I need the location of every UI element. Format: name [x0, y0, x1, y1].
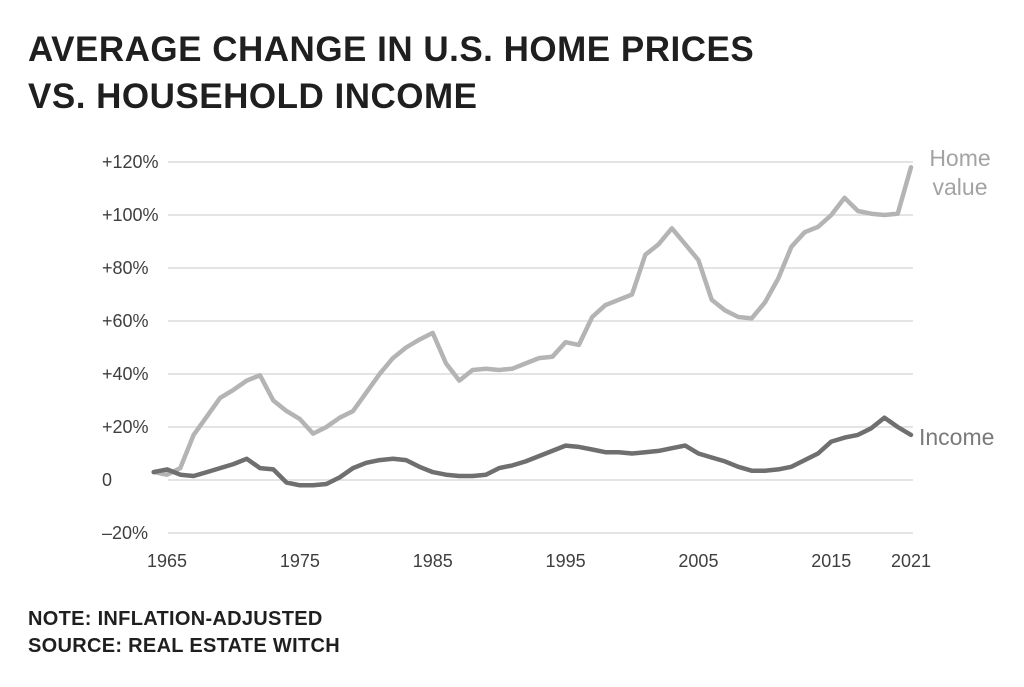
legend-home-value-line1: Home: [929, 145, 991, 171]
chart-title-line1: AVERAGE CHANGE IN U.S. HOME PRICES: [28, 30, 755, 69]
chart-title-line2: VS. HOUSEHOLD INCOME: [28, 77, 478, 116]
x-tick-label: 1965: [146, 551, 188, 571]
note-line: NOTE: INFLATION-ADJUSTED: [28, 608, 323, 630]
legend-income-label: Income: [919, 424, 995, 450]
y-tick-label: +40%: [102, 364, 149, 384]
chart-title: AVERAGE CHANGE IN U.S. HOME PRICES VS. H…: [28, 26, 754, 120]
home-value-line: [151, 165, 914, 477]
legend-home-value-line2: value: [932, 174, 988, 200]
x-tick-label: 1975: [279, 551, 320, 571]
x-tick-label: 2005: [678, 551, 719, 571]
y-tick-label: +120%: [102, 152, 159, 172]
y-tick-label: –20%: [102, 523, 149, 543]
gridlines: [168, 161, 913, 534]
x-tick-label: 1995: [545, 551, 586, 571]
y-tick-label: +20%: [102, 417, 149, 437]
y-tick-label: +60%: [102, 311, 149, 331]
source-line: SOURCE: REAL ESTATE WITCH: [28, 635, 340, 657]
y-tick-label: +100%: [102, 205, 159, 225]
series-lines: [151, 165, 914, 488]
x-tick-label: 1985: [412, 551, 453, 571]
y-tick-label: 0: [102, 470, 113, 490]
footnotes: NOTE: INFLATION-ADJUSTED SOURCE: REAL ES…: [28, 606, 340, 660]
income-line: [151, 415, 914, 488]
x-tick-label: 2015: [811, 551, 852, 571]
y-tick-label: +80%: [102, 258, 149, 278]
x-tick-label: 2021: [890, 551, 932, 571]
legend-home-value-label: Home value: [922, 144, 998, 202]
